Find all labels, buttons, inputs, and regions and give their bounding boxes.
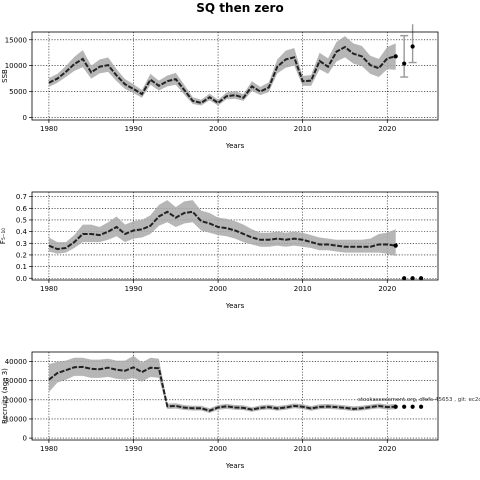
estimate-line [48,45,396,105]
panel-1: 1980 1990 2000 2010 2020 0.0 0.1 0.2 0.3 0.4 0.5 0.… [0,191,439,310]
y-tick-label: 0.1 [16,263,27,271]
x-tick-label: 2010 [294,445,312,453]
panel-2: 1980 1990 2000 2010 2020 0 10000 20000 30000 4000… [1,351,480,470]
plot-frame [31,191,439,281]
y-tick-label: 0.2 [16,251,27,259]
x-tick-label: 2020 [378,285,396,293]
x-tick-label: 2000 [209,125,227,133]
projection-point [418,276,424,281]
y-tick-label: 0.7 [16,193,27,201]
projection-point [402,404,407,409]
last-estimate-point [393,243,398,248]
y-tick-label: 10000 [5,62,27,70]
y-tick-label: 5000 [9,88,27,96]
x-tick-label: 2020 [378,445,396,453]
projection-point [410,404,415,409]
x-tick-label: 2000 [209,285,227,293]
x-tick-label: 2000 [209,445,227,453]
y-tick-label: 0.5 [16,216,27,224]
last-estimate-point [393,404,398,409]
y-tick-label: 30000 [5,377,27,385]
plot-frame [31,351,439,441]
x-axis-label: Years [225,302,245,310]
y-tick-label: 20000 [5,396,27,404]
panel-0: 1980 1990 2000 2010 2020 0 5000 10000 15000 Years… [1,24,439,150]
estimate-line [48,210,396,251]
plot-area [48,200,396,257]
source-annotation: stockassessment.org, dfefs-45653 , git: … [358,397,480,403]
y-axis-label: SSB [1,69,9,83]
y-tick-label: 0.3 [16,240,27,248]
y-tick-label: 0.4 [16,228,28,236]
x-tick-label: 1980 [40,445,58,453]
projection-point [410,44,415,49]
panels: 1980 1990 2000 2010 2020 0 5000 10000 15000 Years… [0,24,480,470]
x-axis-label: Years [225,142,245,150]
x-tick-label: 2010 [294,285,312,293]
figure-title: SQ then zero [196,1,283,15]
projection-point [402,61,407,66]
x-tick-label: 1990 [125,445,143,453]
confidence-band [48,36,396,106]
x-tick-label: 1980 [40,125,58,133]
estimate-line [48,365,396,412]
plot-area [48,36,396,106]
y-tick-label: 0.0 [16,275,27,283]
plot-area [48,355,396,414]
x-tick-label: 1990 [125,285,143,293]
x-tick-label: 2010 [294,125,312,133]
y-tick-label: 0 [23,114,27,122]
plot-frame [31,31,439,121]
projection-point [410,276,415,281]
x-tick-label: 2020 [378,125,396,133]
y-axis-label: F₅₋₁₀ [0,228,7,244]
last-estimate-point [393,54,398,59]
x-tick-label: 1980 [40,285,58,293]
y-tick-label: 0 [23,435,27,443]
y-tick-label: 15000 [5,36,27,44]
y-tick-label: 10000 [5,415,27,423]
projection-point [402,276,407,281]
y-tick-label: 0.6 [16,205,28,213]
x-tick-label: 1990 [125,125,143,133]
y-axis-label: Recruits (age 3) [1,368,9,424]
y-tick-label: 40000 [5,358,27,366]
confidence-band [48,355,396,414]
x-axis-label: Years [225,462,245,470]
projection-point [418,404,424,409]
